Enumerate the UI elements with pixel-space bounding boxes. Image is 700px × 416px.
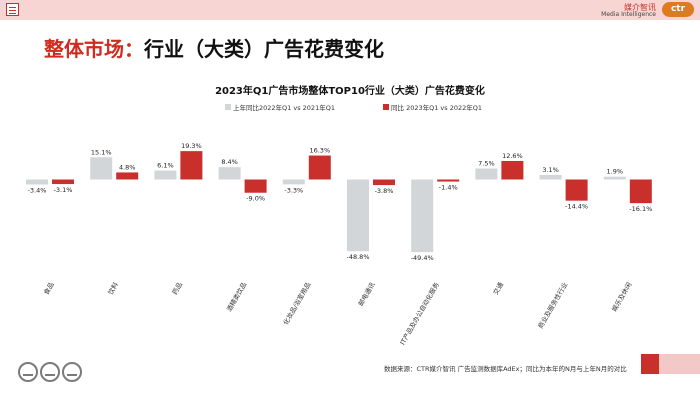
data-label-prev-4: -3.3%: [284, 186, 303, 194]
data-label-prev-9: 1.9%: [607, 168, 624, 176]
category-label-5: 邮电通讯: [356, 280, 377, 307]
category-label-2: 药品: [170, 281, 184, 297]
category-label-4: 化妆品/浴室用品: [281, 281, 313, 327]
data-label-curr-1: 4.8%: [119, 163, 136, 171]
chart-title: 2023年Q1广告市场整体TOP10行业（大类）广告花费变化: [215, 84, 485, 97]
category-label-9: 娱乐及休闲: [609, 281, 633, 314]
data-label-prev-0: -3.4%: [28, 186, 47, 194]
data-label-curr-9: -16.1%: [629, 205, 652, 213]
bar-curr-6: [437, 179, 460, 182]
page-title-main: 行业（大类）广告花费变化: [144, 37, 384, 61]
bar-prev-3: [218, 167, 241, 180]
category-label-0: 食品: [41, 281, 55, 297]
category-label-1: 饮料: [106, 280, 121, 296]
bar-prev-9: [603, 176, 626, 180]
bar-prev-7: [475, 168, 498, 180]
bar-prev-0: [26, 179, 48, 185]
category-label-6: IT产品及办公自动化服务: [398, 280, 441, 346]
badge-icon: [62, 362, 82, 382]
bar-curr-1: [116, 172, 139, 180]
data-label-prev-6: -49.4%: [411, 254, 434, 262]
brand-name: 媒介智讯: [624, 3, 656, 12]
bar-prev-6: [411, 179, 434, 253]
bar-curr-7: [501, 160, 524, 180]
data-label-curr-5: -3.8%: [375, 187, 394, 195]
bar-curr-0: [52, 179, 74, 185]
bar-curr-3: [244, 179, 267, 193]
page-title-accent: 整体市场：: [44, 37, 144, 61]
menu-icon[interactable]: [6, 3, 19, 16]
bar-curr-9: [629, 179, 652, 204]
data-label-curr-7: 12.6%: [502, 152, 523, 160]
bar-prev-2: [154, 170, 177, 180]
legend-label-curr: 同比 2023年Q1 vs 2022年Q1: [391, 103, 482, 112]
badge-icon: [18, 362, 38, 382]
bar-prev-1: [90, 157, 113, 180]
data-label-curr-0: -3.1%: [54, 186, 73, 194]
bar-curr-2: [180, 151, 203, 180]
bar-prev-8: [539, 174, 562, 180]
bar-curr-8: [565, 179, 588, 201]
top-bar: 媒介智讯 Media Intelligence ctr: [0, 0, 700, 20]
data-label-prev-7: 7.5%: [478, 159, 495, 167]
bar-prev-4: [282, 179, 305, 185]
data-label-curr-2: 19.3%: [181, 142, 202, 150]
data-label-curr-3: -9.0%: [246, 195, 265, 203]
legend-label-prev: 上年同比2022年Q1 vs 2021年Q1: [233, 103, 335, 112]
footer-decoration: [641, 354, 700, 374]
ctr-logo: ctr: [662, 2, 694, 17]
bar-prev-5: [347, 179, 369, 252]
legend-swatch-prev: [225, 104, 231, 110]
certification-badges: [18, 362, 84, 386]
category-label-3: 酒精类饮品: [224, 281, 248, 314]
data-label-curr-4: 16.3%: [309, 147, 330, 155]
data-label-prev-5: -48.8%: [347, 253, 370, 261]
data-label-curr-8: -14.4%: [565, 203, 588, 211]
brand-tagline: Media Intelligence: [601, 11, 656, 18]
bar-curr-5: [373, 179, 395, 186]
data-source-note: 数据来源：CTR媒介智讯 广告监测数据库AdEx；同比为本年的N月与上年N月的对…: [384, 365, 627, 373]
category-label-7: 交通: [491, 280, 506, 296]
data-label-prev-1: 15.1%: [91, 148, 112, 156]
page-title: 整体市场：行业（大类）广告花费变化: [44, 33, 384, 62]
bar-curr-4: [308, 155, 331, 180]
data-label-prev-8: 3.1%: [542, 166, 559, 174]
category-label-8: 商业及服务性行业: [536, 280, 570, 330]
data-label-prev-3: 8.4%: [221, 158, 238, 166]
badge-icon: [40, 362, 60, 382]
data-label-curr-6: -1.4%: [439, 184, 458, 192]
data-label-prev-2: 6.1%: [157, 162, 174, 170]
legend-swatch-curr: [383, 104, 389, 110]
